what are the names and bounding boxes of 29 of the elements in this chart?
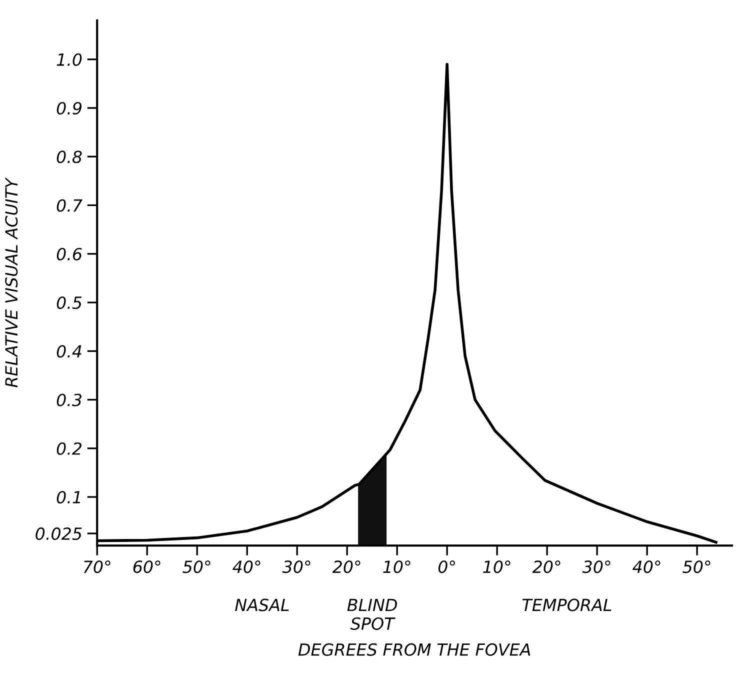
x-tick-label: 10° bbox=[383, 560, 410, 574]
y-tick-label: 0.5 bbox=[56, 296, 82, 310]
x-tick-label: 70° bbox=[84, 560, 110, 574]
y-tick-label: 0.8 bbox=[56, 150, 82, 164]
y-axis-title: RELATIVE VISUAL ACUITY bbox=[5, 177, 18, 388]
y-tick-label: 0.1 bbox=[56, 490, 80, 504]
x-tick-label: 30° bbox=[582, 560, 610, 574]
x-tick-label: 30° bbox=[282, 560, 310, 574]
x-tick-label: 20° bbox=[532, 560, 560, 574]
x-tick-label: 20° bbox=[332, 560, 360, 574]
y-tick-label: 0.7 bbox=[56, 199, 82, 212]
text: NASAL bbox=[235, 598, 289, 612]
x-tick-label: 40° bbox=[632, 560, 660, 574]
x-tick-label: 50° bbox=[182, 560, 210, 574]
y-tick-label: 1.0 bbox=[56, 53, 82, 66]
x-axis-title: DEGREES FROM THE FOVEA bbox=[298, 643, 530, 656]
y-tick-label: 0.6 bbox=[56, 248, 82, 260]
band-label: BLIND SPOT bbox=[347, 598, 398, 630]
y-tick-label: 0.9 bbox=[56, 102, 82, 115]
x-tick-label: 10° bbox=[483, 560, 510, 574]
y-tick-label: 0.2 bbox=[56, 442, 82, 455]
y-tick-label: 0.3 bbox=[56, 394, 82, 406]
text: TEMPORAL bbox=[522, 598, 612, 612]
x-tick-label: 50° bbox=[682, 560, 710, 574]
x-tick-label: 40° bbox=[232, 560, 260, 574]
y-tick-label: 0.4 bbox=[56, 345, 82, 358]
y-tick-label: 0.025 bbox=[36, 527, 82, 540]
x-tick-label: 60° bbox=[133, 560, 160, 574]
x-tick-label: 0° bbox=[438, 560, 455, 574]
